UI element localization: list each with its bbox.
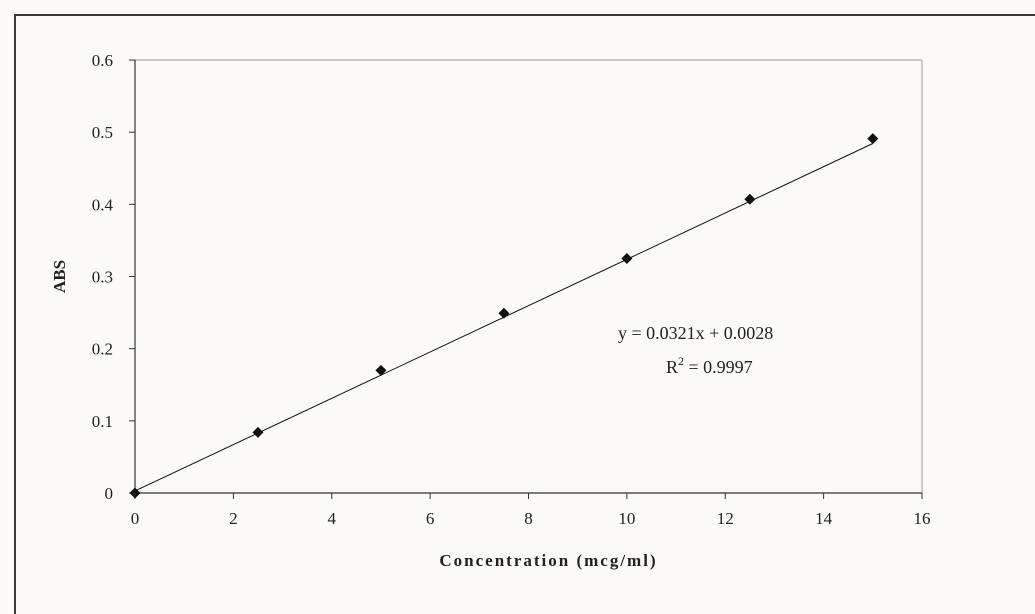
- chart-border: [14, 14, 1035, 614]
- y-axis-title: ABS: [50, 260, 69, 293]
- data-point: [621, 252, 633, 264]
- data-point: [498, 307, 510, 319]
- y-tick-label: 0: [105, 484, 114, 503]
- x-tick-label: 6: [426, 509, 435, 528]
- x-axis-title: Concentration (mcg/ml): [439, 551, 657, 570]
- y-tick-label: 0.1: [92, 412, 113, 431]
- axes: [129, 59, 923, 499]
- x-tick-labels: 0 2 4 6 8 10 12 14 16: [131, 509, 931, 528]
- r-squared-value: = 0.9997: [684, 357, 753, 377]
- x-tick-label: 10: [618, 509, 635, 528]
- data-point: [129, 487, 141, 499]
- x-tick-label: 4: [328, 509, 337, 528]
- regression-equation: y = 0.0321x + 0.0028: [618, 323, 773, 343]
- y-tick-label: 0.3: [92, 268, 113, 287]
- x-tick-label: 2: [229, 509, 238, 528]
- x-tick-label: 16: [914, 509, 931, 528]
- x-tick-label: 14: [815, 509, 833, 528]
- data-points: [129, 133, 879, 499]
- x-tick-label: 0: [131, 509, 140, 528]
- r-squared-symbol: R: [666, 357, 678, 377]
- r-squared-label: R2 = 0.9997: [666, 354, 753, 377]
- y-tick-label: 0.6: [92, 51, 113, 70]
- y-tick-label: 0.4: [92, 195, 114, 214]
- x-tick-label: 8: [524, 509, 533, 528]
- data-point: [375, 364, 387, 376]
- data-point: [252, 426, 264, 438]
- y-tick-label: 0.5: [92, 123, 113, 142]
- y-tick-labels: 0 0.1 0.2 0.3 0.4 0.5 0.6: [92, 51, 114, 503]
- r-squared-exponent: 2: [678, 354, 684, 368]
- data-point: [867, 133, 879, 145]
- data-point: [744, 193, 756, 205]
- x-tick-label: 12: [717, 509, 734, 528]
- y-tick-label: 0.2: [92, 340, 113, 359]
